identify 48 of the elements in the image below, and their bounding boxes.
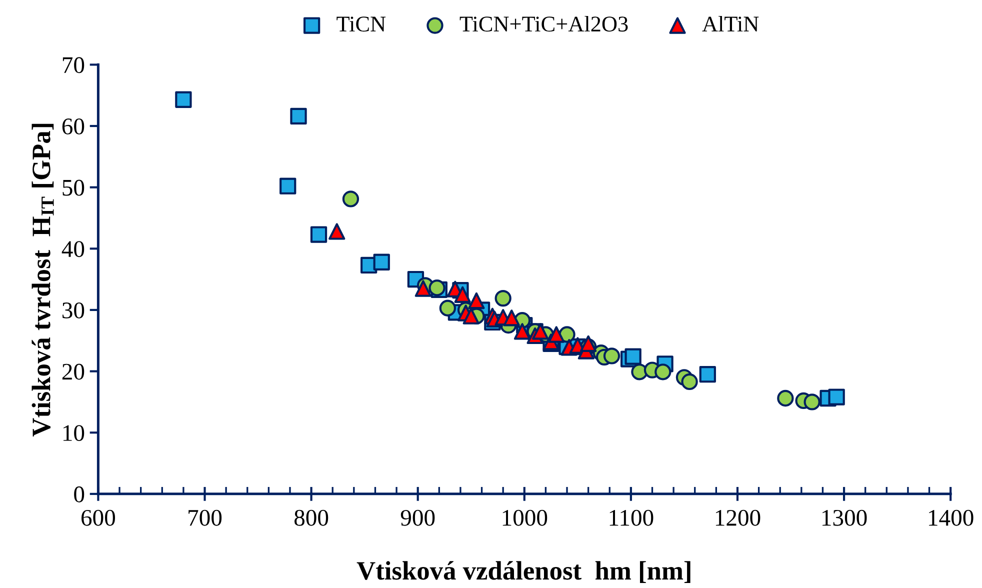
legend-label: TiCN: [336, 16, 386, 32]
legend-label: TiCN+TiC+Al2O3: [460, 16, 628, 32]
y-tick-label: 60: [62, 118, 84, 134]
point: [414, 280, 432, 297]
legend-label: AlTiN: [702, 16, 759, 32]
point: [699, 366, 716, 383]
point: [503, 310, 520, 326]
point: [514, 323, 531, 340]
point: [777, 390, 794, 407]
y-tick-label: 30: [62, 302, 84, 318]
point: [290, 108, 307, 125]
point: [462, 308, 480, 324]
point: [580, 335, 597, 352]
x-tick-label: 600: [82, 510, 116, 526]
point: [439, 300, 456, 316]
y-tick-label: 0: [74, 486, 84, 502]
y-tick-label: 20: [62, 364, 84, 380]
x-tick-label: 700: [188, 510, 222, 526]
point: [828, 388, 845, 406]
point: [603, 348, 620, 364]
point: [468, 292, 485, 310]
y-tick-label: 70: [62, 57, 84, 74]
point: [548, 326, 565, 343]
point: [494, 290, 512, 307]
x-tick-label: 800: [294, 510, 328, 526]
point: [624, 348, 642, 365]
point: [280, 178, 296, 194]
x-tick-label: 1200: [716, 510, 760, 526]
x-tick-label: 1000: [502, 510, 548, 526]
point: [681, 373, 698, 390]
x-tick-label: 1100: [610, 510, 654, 526]
x-tick-label: 900: [400, 510, 435, 526]
y-axis-title: Vtisková tvrdost H$_{IT}$ [GPa]: [32, 124, 54, 437]
y-tick-label: 50: [62, 180, 84, 196]
point: [175, 91, 192, 108]
point: [804, 394, 820, 410]
point: [532, 323, 549, 340]
x-axis-title: Vtisková vzdálenost hm [nm]: [356, 561, 690, 584]
y-tick-label: 10: [63, 425, 84, 442]
y-tick-label: 40: [62, 241, 84, 258]
x-tick-label: 1400: [929, 510, 974, 526]
point: [373, 254, 390, 270]
point: [310, 226, 328, 243]
point: [454, 286, 471, 303]
x-tick-label: 1300: [822, 510, 867, 526]
point: [342, 190, 360, 208]
point: [328, 223, 346, 240]
point: [654, 364, 672, 380]
